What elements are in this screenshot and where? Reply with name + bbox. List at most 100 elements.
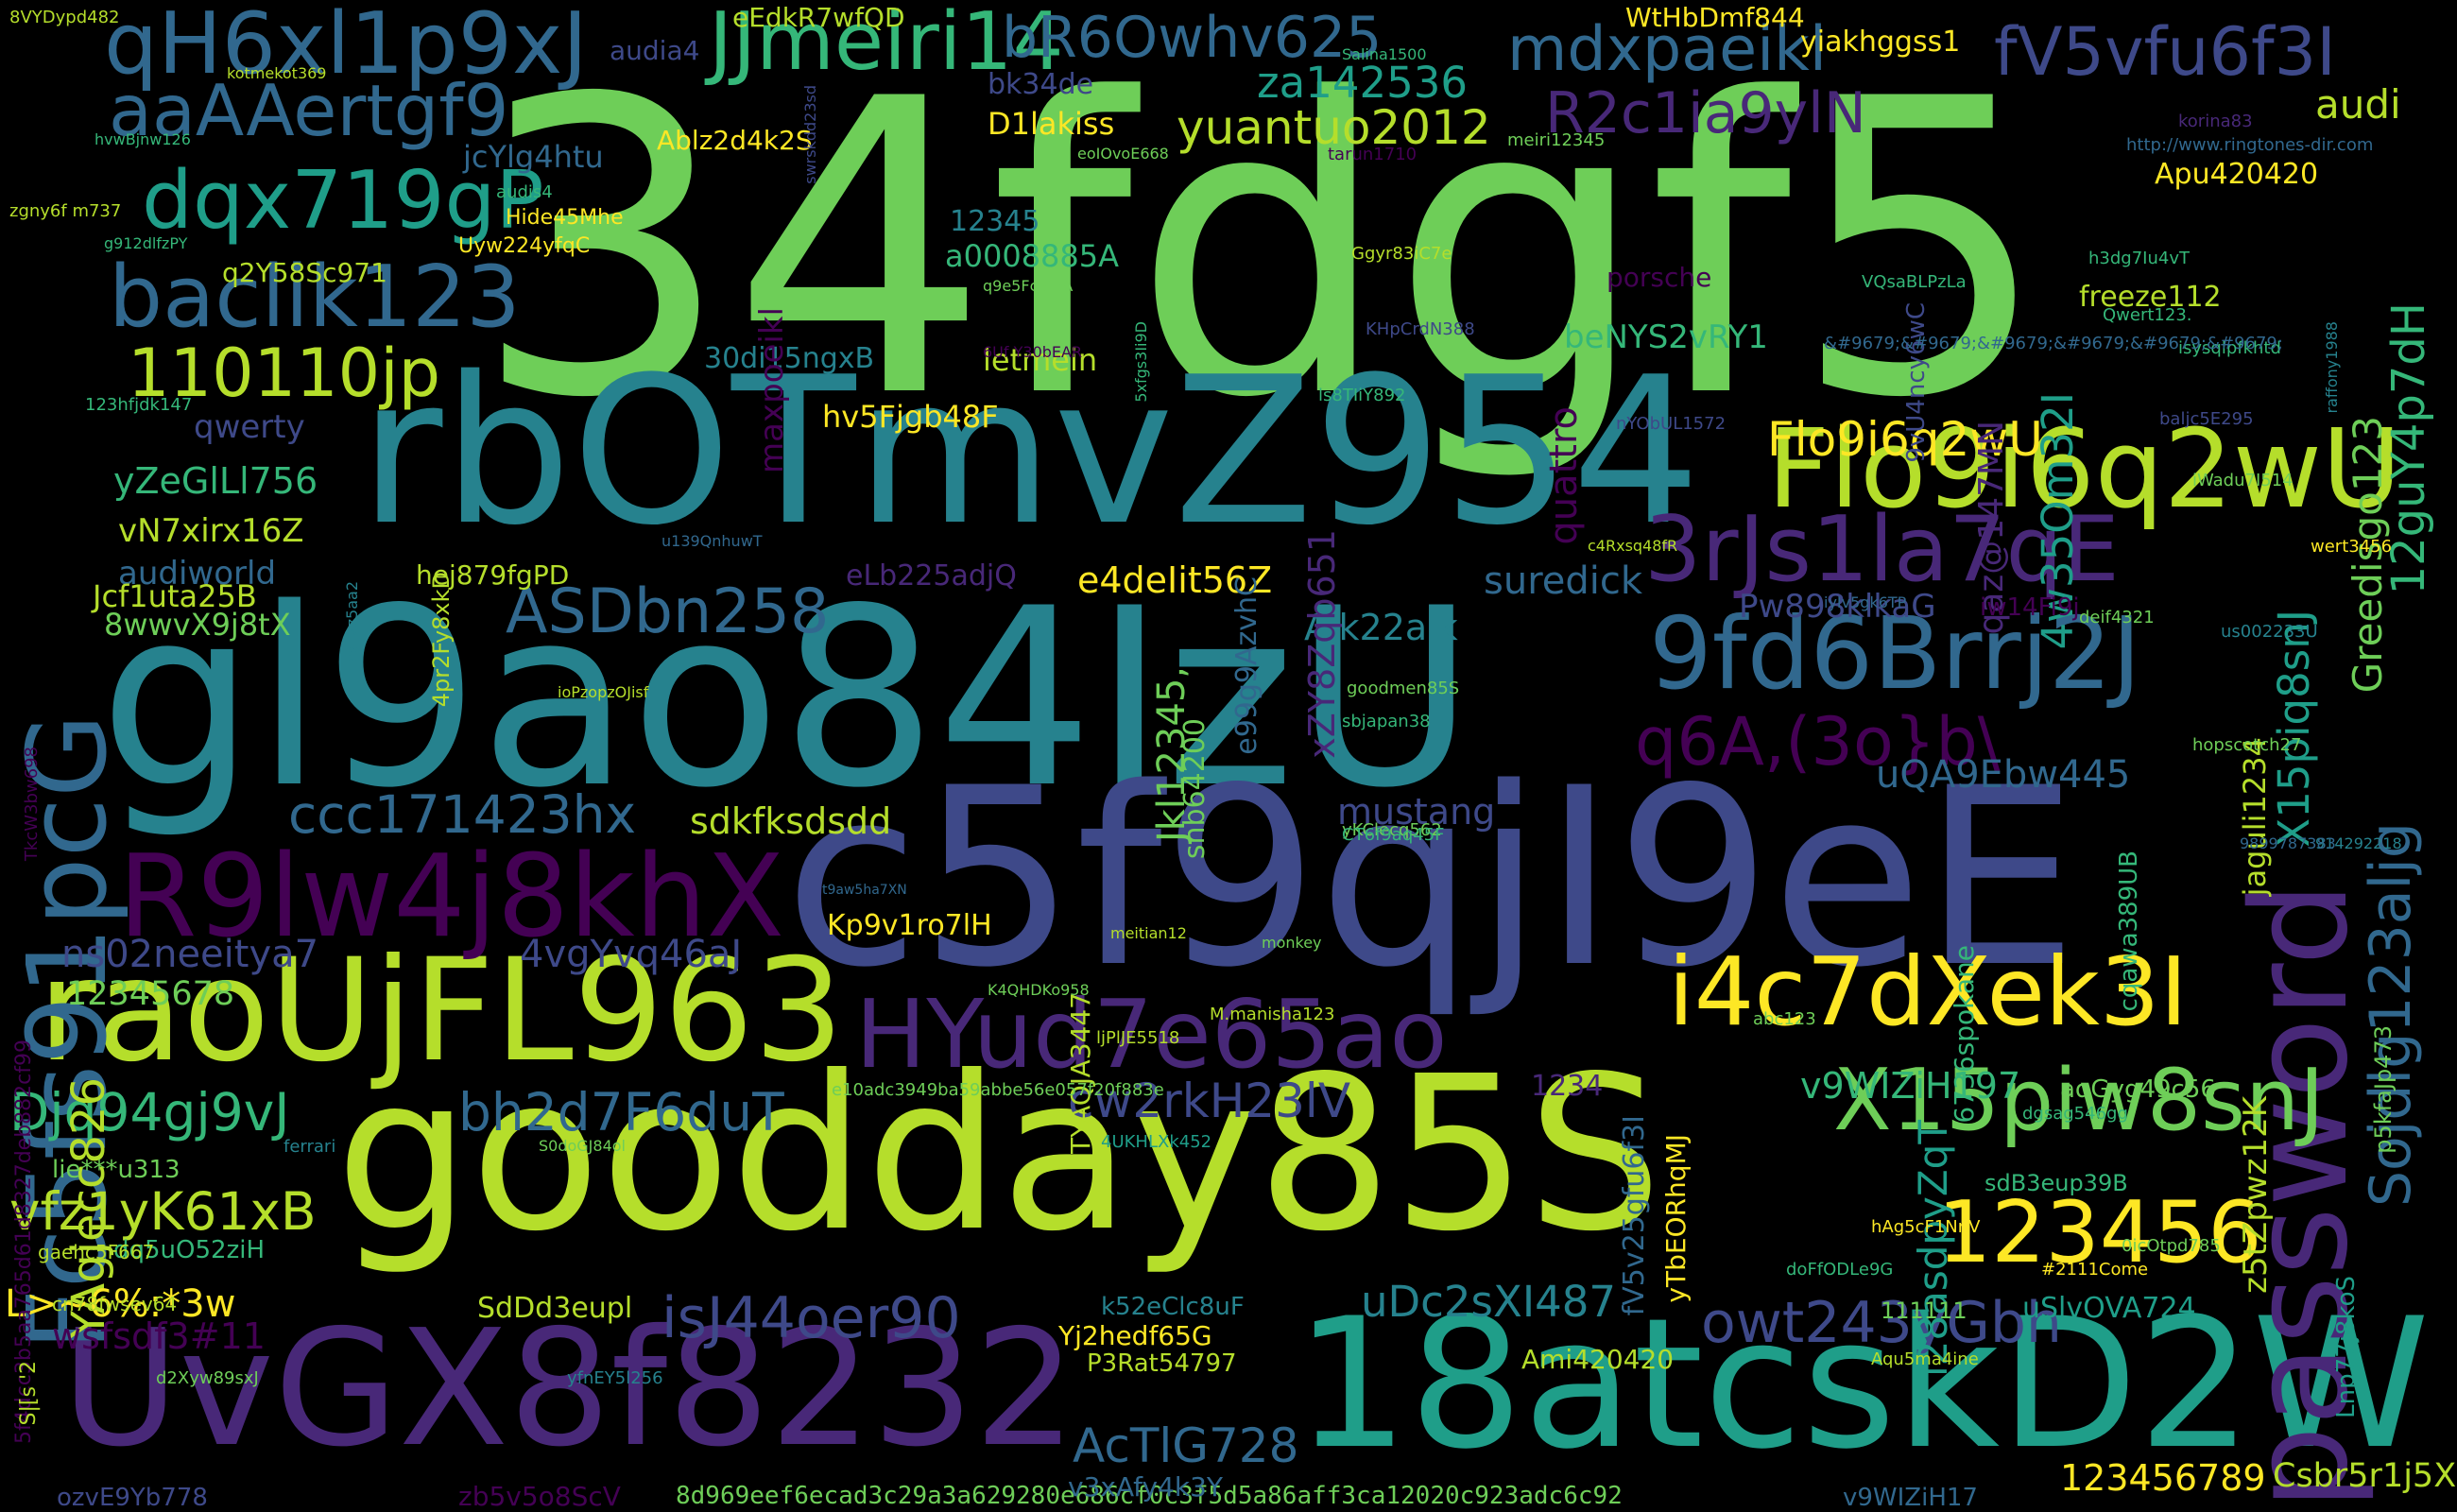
cloud-word: goodday85S [335,1031,1662,1279]
cloud-word: porsche [1606,262,1712,293]
cloud-word: S|[s '2 [17,1361,41,1426]
cloud-word: baclik123 [109,248,521,347]
cloud-word: isysqlpfkhtd [2178,338,2281,358]
cloud-word: v3xAfy4k3Y [1068,1471,1223,1503]
cloud-word: VQsaBLPzLa [1862,272,1967,292]
cloud-word: p5kfaJp473 [2370,1025,2397,1154]
cloud-word: Yj2hedf65G [1058,1320,1212,1351]
cloud-word: hvwBjnw126 [94,130,191,148]
cloud-word: qwerty [194,408,305,446]
cloud-word: Alk22alk [1304,607,1458,648]
cloud-word: q6A,(3o}b\ [1635,703,2001,781]
cloud-word: letmein [983,342,1098,378]
cloud-word: wsfsdf3#11 [52,1315,266,1357]
cloud-word: S0doGJ84ol [539,1137,626,1155]
cloud-word: uDc2sXI487 [1361,1277,1616,1327]
cloud-word: 123456789 [2060,1457,2266,1499]
cloud-word: 12345 [950,205,1040,238]
cloud-word: K4QHDKo958 [988,981,1090,999]
cloud-word: e4deIit56Z [1077,559,1273,601]
cloud-word: bh2d7F6duT [458,1082,784,1143]
cloud-word: isJ44oer90 [662,1285,961,1351]
cloud-word: owt243yGbh [1701,1290,2062,1356]
cloud-word: AcTlG728 [1073,1418,1299,1473]
cloud-word: nYObUL1572 [1616,414,1727,434]
cloud-word: 123456 [1937,1183,2262,1282]
cloud-word: z5tZpwz12K [2237,1096,2275,1294]
cloud-word: Qwert123. [2103,305,2192,325]
cloud-word: R9lw4j8khX [118,832,784,963]
cloud-word: Hide45Mhe [506,206,624,230]
cloud-word: X15piw8snJ [1833,1051,2325,1150]
cloud-word: X15piq8snJ [2269,610,2319,848]
cloud-word: rbOTmvZ954 [359,333,1701,570]
cloud-word: raffony1988 [2323,321,2341,414]
cloud-word: h3dg7Iu4vT [2088,249,2190,268]
cloud-word: 3rJs1la7qE [1644,498,2120,602]
cloud-word: audia4 [610,35,700,66]
cloud-word: q9e5Fc3fbA [983,277,1074,295]
cloud-word: #2111Come [2041,1260,2149,1280]
cloud-word: P3Rat54797 [1087,1349,1237,1378]
cloud-word: L>~6%:*3w [5,1282,236,1326]
cloud-word: TYAQJA3447 [1065,992,1096,1154]
cloud-word: abc123 [1753,1009,1816,1029]
cloud-word: c4Rxsq48fR [1588,537,1678,555]
cloud-word: ASDbn258 [506,576,830,647]
cloud-word: 4UKHLXk452 [1101,1132,1212,1152]
cloud-word: Flo9i6q2wU [1767,412,2043,467]
cloud-word: beNYS2vRY1 [1564,318,1768,356]
cloud-word: 9899787383 [2240,834,2336,852]
cloud-word: baljc5E295 [2159,409,2254,429]
cloud-word: tarun1710 [1328,145,1418,164]
cloud-word: k52eClc8uF [1101,1293,1245,1321]
cloud-word: 1234 [1531,1070,1604,1103]
cloud-word: audis4 [496,182,553,202]
cloud-word: 4pr2Fy8xkD [428,572,455,708]
cloud-word: Ami420420 [1521,1344,1675,1375]
cloud-word: 6736spokane [1949,945,1980,1124]
cloud-word: qH6xl1p9xJ [104,0,588,94]
cloud-word: Aqu5ma4ine [1871,1349,1979,1369]
cloud-word: aqGyg49c56 [2060,1075,2216,1104]
cloud-word: 123hfjdk147 [85,395,193,415]
cloud-word: jcYlg4htu [463,139,604,175]
cloud-word: ssE2z5aa2 [343,581,361,662]
cloud-word: hopscotch27 [2192,735,2302,755]
cloud-word: Pw898klkaG [1739,588,1936,626]
cloud-word: yKClecq562 [1342,820,1442,840]
cloud-word: ls8TIiY892 [1318,386,1406,405]
cloud-word: Jcf1uta25B [93,578,257,614]
cloud-word: UvGX8f8232 [61,1296,1076,1483]
cloud-word: 0icOtpd785 [2122,1236,2221,1256]
cloud-word: CT6f9aq45F [1342,825,1445,845]
cloud-word: jaguli1234 [2237,737,2273,897]
cloud-word: xZY8Zqb651 [1301,529,1343,759]
cloud-word: u139QnhuwT [662,532,763,550]
cloud-word: fV5v25gfu6f3I [1618,1115,1651,1316]
cloud-word: kotmekot369 [227,64,327,82]
cloud-word: &#9679;&#9679;&#9679;&#9679;&#9679;&#967… [1824,334,2283,353]
cloud-word: monkey [1262,934,1322,952]
cloud-word: e10adc3949ba59abbe56e057f20f883e [832,1080,1164,1100]
cloud-word: eLb225adjQ [846,559,1017,593]
cloud-word: R2c1ia9ylN [1545,80,1866,146]
cloud-word: iw14Fi9j [1980,593,2080,622]
cloud-word: 9fd6Brrj2J [1649,596,2141,712]
cloud-word: 8VYDypd482 [9,8,120,27]
cloud-word: 8d969eef6ecad3c29a3a629280e686cf0c3f5d5a… [676,1482,1623,1510]
cloud-word: bR6Owhv625 [1002,5,1383,71]
cloud-word: 30di15ngxB [704,342,875,375]
cloud-word: 12guY4p7dH [2382,302,2435,595]
cloud-word: yuantuo2012 [1177,100,1491,155]
cloud-word: Kp9v1ro7lH [827,909,992,942]
cloud-word: audiworld [118,555,277,593]
cloud-word: d2Xyw89sxJ [156,1368,259,1388]
cloud-word: e99g9AzvhC [1230,576,1263,755]
cloud-word: 5xfgs3Ii9D [1132,321,1150,403]
cloud-word: snb64200 [1178,718,1211,860]
cloud-word: fV5vfu6f3I [1994,13,2336,91]
cloud-word: q2Y58Sc971 [222,257,387,288]
cloud-word: hv5Fjgb48F [822,399,999,435]
